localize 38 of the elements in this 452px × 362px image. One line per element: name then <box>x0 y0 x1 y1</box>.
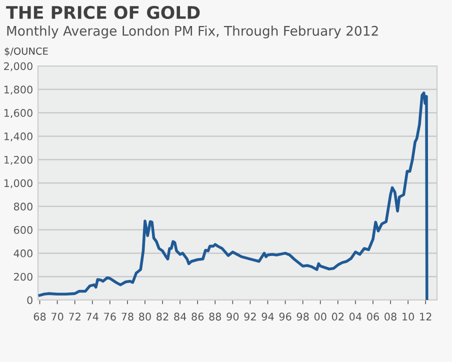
x-tick-label: 04 <box>350 312 362 321</box>
y-tick-label: 200 <box>14 272 32 281</box>
x-tick-label: 74 <box>86 312 98 320</box>
x-tick-label: 12 <box>420 312 432 320</box>
x-tick-label: 86 <box>192 312 204 321</box>
x-tick-label: 68 <box>34 312 46 321</box>
x-tick-label: 72 <box>69 312 80 320</box>
y-tick-label: 1,200 <box>4 156 32 165</box>
x-tick-label: 70 <box>52 312 64 321</box>
chart-title: THE PRICE OF GOLD <box>6 6 200 20</box>
x-tick-label: 88 <box>209 312 222 321</box>
x-tick-label: 82 <box>156 312 168 321</box>
x-tick-label: 08 <box>384 312 396 321</box>
x-tick-label: 78 <box>122 312 134 321</box>
line-series <box>38 92 428 300</box>
x-tick-label: 90 <box>226 312 239 321</box>
x-tick-label: 80 <box>139 312 151 321</box>
x-tick-label: 76 <box>104 312 116 321</box>
y-tick-label: 1,400 <box>4 132 32 142</box>
y-tick-label: 400 <box>14 249 32 258</box>
x-tick-label: 00 <box>314 312 326 321</box>
x-tick-label: 94 <box>262 312 274 321</box>
y-axis-title: $/OUNCE <box>4 47 48 56</box>
y-tick-label: 1,800 <box>4 86 32 95</box>
x-tick-label: 10 <box>402 312 414 321</box>
x-tick-label: 84 <box>174 312 186 321</box>
y-tick-label: 0 <box>27 296 32 304</box>
x-tick-label: 02 <box>332 312 344 321</box>
y-tick-label: 800 <box>14 202 32 211</box>
y-tick-label: 2,000 <box>4 62 32 72</box>
x-tick-label: 92 <box>244 312 256 321</box>
x-tick-label: 96 <box>279 312 292 321</box>
x-tick-label: 06 <box>367 312 379 321</box>
y-tick-label: 1,600 <box>4 109 32 118</box>
y-tick-label: 600 <box>14 226 32 234</box>
x-tick-label: 98 <box>296 312 309 321</box>
y-tick-label: 1,000 <box>4 179 32 188</box>
chart-subtitle: Monthly Average London PM Fix, Through February 2012 <box>7 26 378 38</box>
